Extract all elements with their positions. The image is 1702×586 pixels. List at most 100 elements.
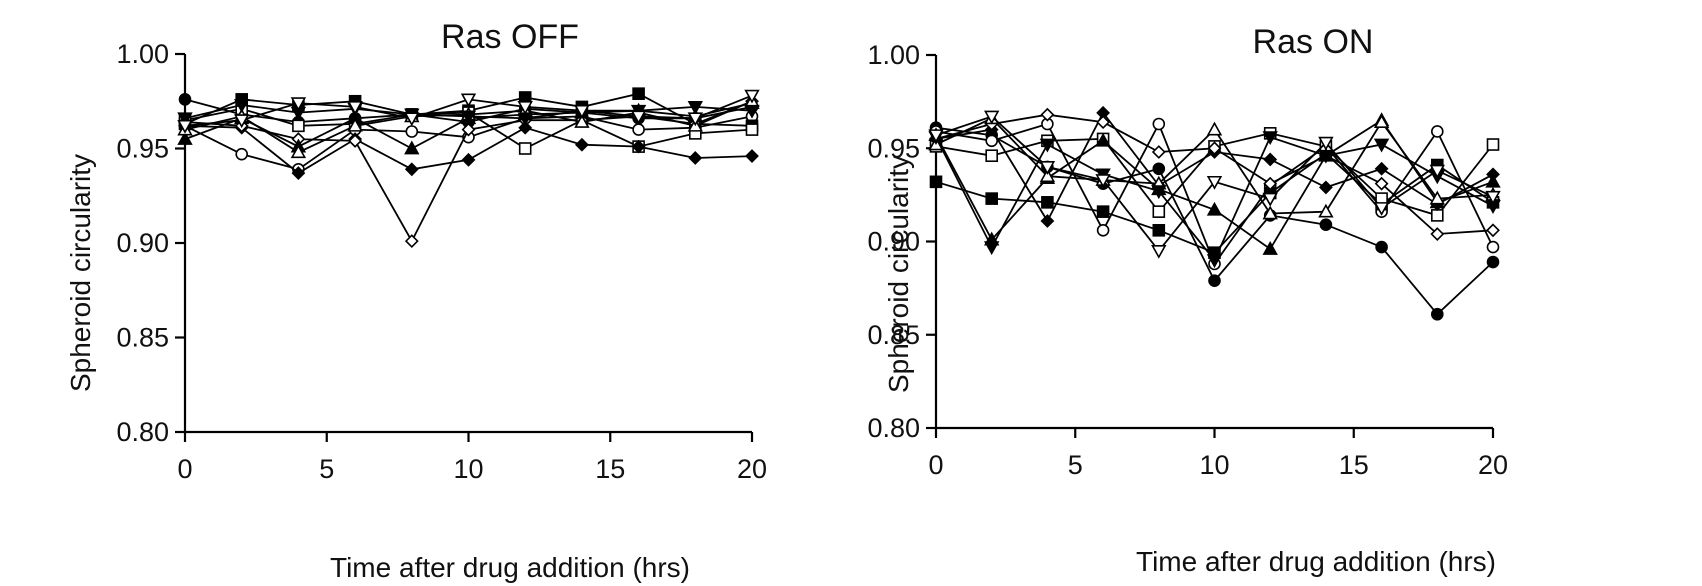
series-diamond-filled [178,118,759,180]
data-point [405,125,419,138]
data-point [1152,117,1166,131]
data-point [177,131,193,145]
data-point [1486,138,1500,151]
data-point [1151,185,1167,200]
data-point [928,129,944,144]
data-point [1431,209,1444,222]
data-point [1207,141,1222,156]
data-point [234,114,250,129]
data-point [1096,205,1110,218]
data-point [745,123,759,136]
plot-area: 0.80 0.85 0.90 0.95 1.00 0 5 10 15 20 [867,40,1508,480]
data-point [1039,161,1056,175]
data-point [1429,164,1445,179]
data-point [985,192,999,205]
data-point [234,99,250,114]
data-point [1096,115,1111,130]
data-point [687,112,703,127]
data-point [1430,227,1445,241]
data-point [347,101,363,115]
x-tick-label: 10 [453,454,483,484]
chart-title: Ras ON [1253,23,1374,61]
data-point [1151,145,1166,159]
data-point [518,120,533,135]
y-tick-label: 0.80 [116,417,169,447]
chart-ras-on: Ras ON Time after drug addition (hrs) Sp… [867,23,1508,577]
data-point [518,142,532,155]
data-point [1095,174,1111,188]
data-point [517,101,533,115]
data-point [1262,131,1278,146]
data-point [1152,205,1166,218]
plot-area: 0.80 0.85 0.90 0.95 1.00 0 5 10 15 20 [116,39,767,484]
data-point [1041,196,1054,209]
data-point [744,89,760,104]
y-tick-label: 1.00 [867,40,920,70]
data-point [1096,224,1110,237]
data-point [1095,132,1111,147]
data-point [1319,218,1333,232]
data-point [1431,125,1444,138]
y-tick-label: 0.90 [116,228,169,258]
data-point [1263,176,1278,191]
data-point [574,104,590,119]
x-tick-label: 20 [1478,450,1508,480]
x-tick-label: 20 [737,454,767,484]
data-point [1486,240,1500,254]
y-axis-label: Spheroid circularity [65,154,96,392]
data-point [574,114,590,128]
data-point [984,110,1000,125]
data-point [985,149,999,163]
data-point [1374,161,1389,176]
data-point [290,97,307,112]
data-point [1318,136,1334,151]
y-tick-label: 0.80 [867,413,920,443]
data-point [574,137,589,152]
chart-title: Ras OFF [441,18,579,56]
x-tick-label: 5 [1068,450,1083,480]
data-point [1208,274,1221,287]
data-point [631,139,646,154]
x-tick-label: 5 [319,454,334,484]
data-point [404,112,420,127]
data-point [1206,254,1223,269]
data-point [929,175,943,189]
data-point [1374,176,1389,191]
data-point [1485,190,1501,205]
y-tick-label: 0.85 [867,320,920,350]
data-point [1039,138,1056,153]
data-point [1206,201,1223,216]
data-point [177,119,193,134]
data-point [744,104,760,119]
y-tick-label: 1.00 [116,39,169,69]
data-point [687,101,703,115]
data-point [1040,214,1055,228]
data-point [745,149,759,163]
data-point [1429,190,1445,205]
data-point [461,122,476,137]
data-point [292,119,305,133]
data-point [460,93,477,108]
data-point [1263,152,1278,167]
data-point [688,151,703,165]
data-point [1262,240,1278,255]
data-point [347,117,363,132]
data-point [177,112,193,127]
data-point [404,162,419,177]
x-axis-label: Time after drug addition (hrs) [330,552,690,583]
data-point [348,134,363,148]
x-tick-label: 0 [177,454,192,484]
data-point [1262,192,1278,207]
data-point [178,93,192,106]
data-point [1375,240,1388,254]
data-point [404,140,420,155]
x-tick-label: 15 [1339,450,1369,480]
data-point [404,234,419,249]
data-point [235,147,248,161]
chart-ras-off: Ras OFF Time after drug addition (hrs) S… [65,18,767,583]
data-point [290,144,307,159]
series-triangle-down-open [177,89,760,134]
x-axis-label: Time after drug addition (hrs) [1136,546,1496,577]
y-tick-label: 0.85 [116,323,169,353]
